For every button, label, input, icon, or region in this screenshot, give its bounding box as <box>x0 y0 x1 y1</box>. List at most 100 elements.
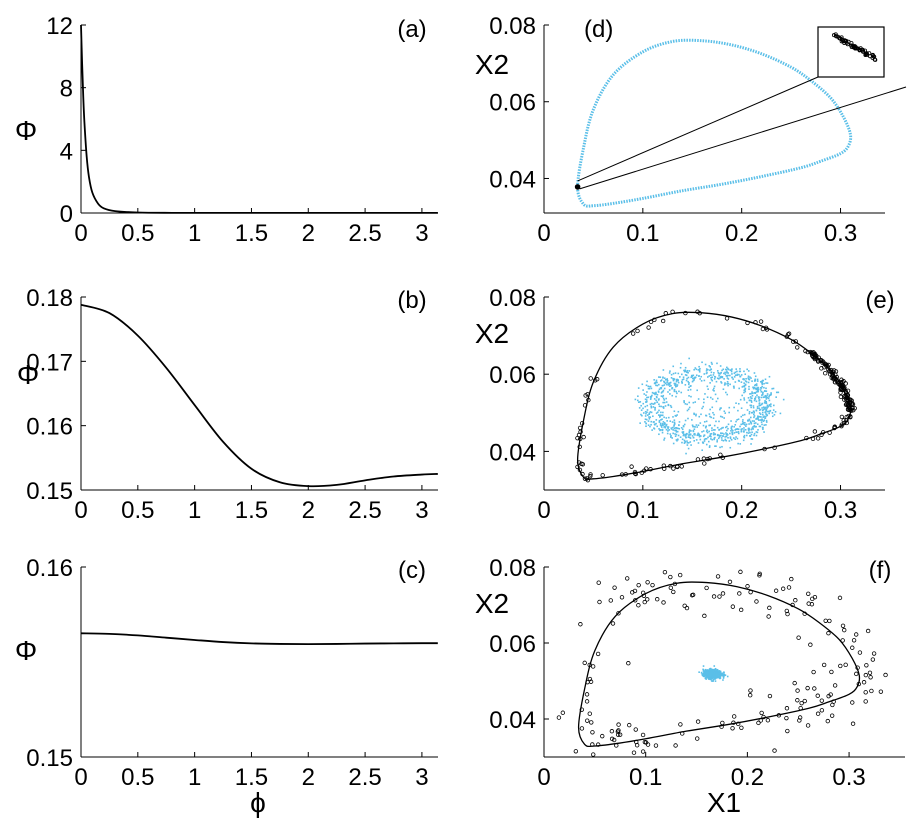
cloud-point <box>707 673 709 676</box>
cloud-point <box>703 398 705 401</box>
trajectory-point <box>584 692 590 697</box>
cloud-point <box>670 428 673 430</box>
cloud-point <box>661 414 664 417</box>
y-tick-label: 0 <box>60 201 73 228</box>
cloud-point <box>676 414 678 416</box>
trajectory-point <box>786 331 792 336</box>
trajectory-point <box>668 463 673 469</box>
trajectory-point <box>748 688 753 693</box>
cloud-point <box>716 377 719 380</box>
cloud-point <box>739 375 742 378</box>
cloud-point <box>708 365 711 367</box>
cloud-point <box>652 392 655 395</box>
cloud-point <box>693 377 695 380</box>
cloud-point <box>745 423 748 426</box>
panel-label: (f) <box>869 557 892 584</box>
panel-c: 0.15 0.16 (c) Φϕ <box>15 555 438 818</box>
cloud-point <box>667 403 670 406</box>
cloud-point <box>753 411 755 414</box>
cloud-point <box>678 427 681 430</box>
trajectory-point <box>704 585 709 591</box>
cloud-point <box>735 402 737 404</box>
cloud-point <box>719 673 721 676</box>
cloud-point <box>713 424 716 427</box>
trajectory-point <box>584 699 590 704</box>
cloud-point <box>692 374 695 377</box>
trajectory-point <box>648 319 654 325</box>
cloud-point <box>763 396 765 398</box>
cloud-point <box>656 384 659 387</box>
cloud-point <box>665 379 667 381</box>
x-tick-label: 0.3 <box>832 764 865 791</box>
cloud-point <box>660 386 663 389</box>
zoom-line <box>577 76 819 182</box>
cloud-point <box>706 396 709 399</box>
cloud-point <box>724 382 726 384</box>
cloud-point <box>646 400 648 403</box>
trajectory-point <box>758 718 763 723</box>
cloud-point <box>659 424 662 426</box>
cloud-point <box>725 391 727 394</box>
cloud-point <box>670 384 672 387</box>
cloud-point <box>743 385 746 388</box>
trajectory-point <box>826 631 831 636</box>
cloud-point <box>726 381 729 383</box>
cloud-point <box>655 379 658 382</box>
cloud-point <box>672 379 675 382</box>
cloud-point <box>765 424 767 426</box>
cloud-point <box>744 421 746 424</box>
cloud-point <box>724 436 726 438</box>
cloud-point <box>744 383 747 386</box>
trajectory-point <box>590 742 595 747</box>
trajectory-point <box>595 742 601 747</box>
cloud-point <box>648 413 651 415</box>
cloud-point <box>650 423 652 426</box>
trajectory-point <box>761 714 766 720</box>
cloud-point <box>721 416 724 418</box>
cloud-point <box>706 669 708 671</box>
inset-point <box>831 33 836 38</box>
y-tick-label: 0.17 <box>26 349 73 376</box>
panel-label: (a) <box>397 16 426 43</box>
cloud-point <box>715 669 717 672</box>
cloud-point <box>719 446 721 449</box>
x-tick-label: 0 <box>74 220 87 247</box>
cloud-point <box>703 434 706 437</box>
trajectory-point <box>587 711 592 716</box>
trajectory-point <box>586 397 591 403</box>
trajectory-point <box>849 408 854 413</box>
cloud-point <box>734 424 737 426</box>
cloud-point <box>757 396 760 398</box>
y-tick-label: 12 <box>46 13 73 40</box>
cloud-point <box>755 434 758 437</box>
cloud-point <box>712 432 715 434</box>
cloud-point <box>711 672 714 675</box>
cloud-point <box>718 436 721 438</box>
cloud-point <box>660 426 663 428</box>
cloud-point <box>743 436 746 439</box>
cloud-point <box>646 380 648 383</box>
trajectory-point <box>629 464 634 469</box>
cloud-point <box>675 439 678 441</box>
trajectory-point <box>762 446 767 452</box>
trajectory-point <box>759 710 764 716</box>
cloud-point <box>750 438 753 440</box>
cloud-point <box>761 392 764 394</box>
cloud-point <box>649 398 652 400</box>
cloud-point <box>715 445 717 447</box>
cloud-point <box>753 420 756 422</box>
trajectory-point <box>854 671 859 677</box>
cloud-point <box>750 443 752 445</box>
cloud-point <box>663 426 665 428</box>
cloud-point <box>660 379 663 381</box>
cloud-point <box>750 400 753 402</box>
cloud-point <box>654 409 656 411</box>
cloud-point <box>678 390 680 393</box>
cloud-point <box>735 436 737 438</box>
cloud-point <box>668 372 671 374</box>
cloud-point <box>691 435 694 437</box>
cloud-point <box>710 435 712 438</box>
trajectory-point <box>737 591 742 596</box>
cloud-point <box>685 452 687 455</box>
trajectory-point <box>675 464 680 469</box>
